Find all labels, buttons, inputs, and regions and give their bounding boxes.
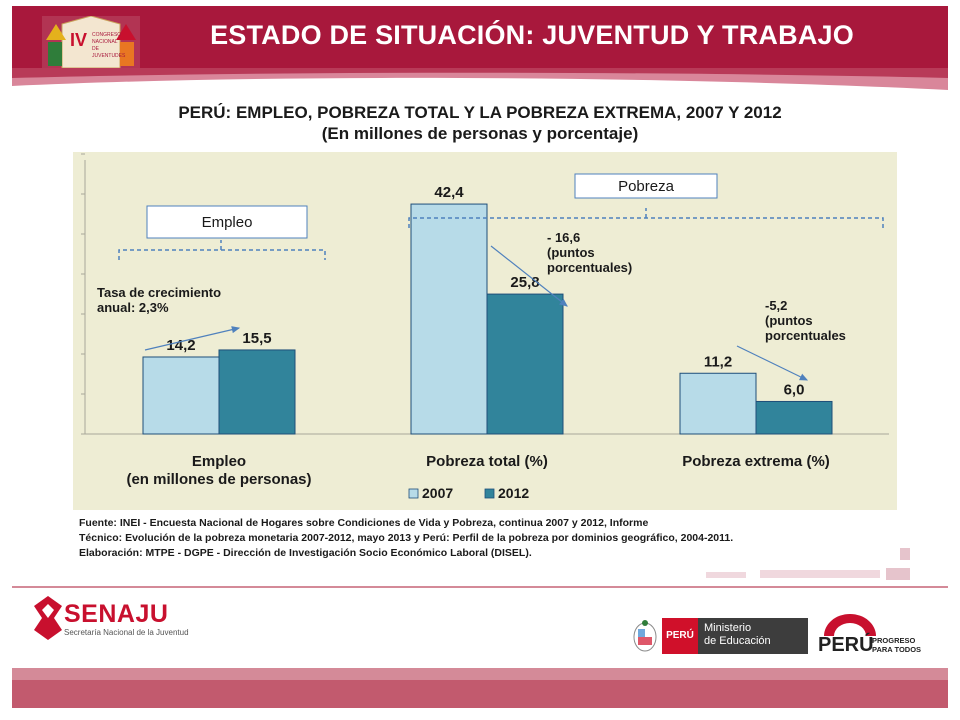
progreso-tagline: PROGRESO PARA TODOS: [872, 636, 921, 654]
source-line: Fuente: INEI - Encuesta Nacional de Hoga…: [79, 517, 649, 529]
chart-title-line: PERÚ: EMPLEO, POBREZA TOTAL Y LA POBREZA…: [178, 103, 782, 122]
legend-label: 2012: [498, 485, 529, 501]
progreso-arc-icon: [824, 614, 876, 636]
data-label: 42,4: [434, 184, 464, 201]
bar-2012-1: [486, 293, 564, 435]
peru-coat-of-arms-icon: [633, 620, 657, 652]
ministry-line: de Educación: [704, 635, 771, 647]
data-label: 14,2: [166, 337, 195, 354]
data-label: 11,2: [704, 353, 732, 370]
header-swoosh: [12, 68, 948, 90]
annotation-text: -5,2: [765, 298, 787, 313]
data-label: 25,8: [510, 274, 539, 291]
progreso-tagline-line: PROGRESO: [872, 636, 916, 645]
progreso-tagline-line: PARA TODOS: [872, 645, 922, 654]
faded-background-text: [700, 542, 920, 586]
bar-2007-0: [142, 356, 220, 435]
annotation-text: (puntos: [765, 313, 813, 328]
data-label: 15,5: [242, 330, 271, 347]
bar-2007-2: [679, 372, 757, 435]
annotation-text: - 16,6: [547, 230, 580, 245]
chart-title: PERÚ: EMPLEO, POBREZA TOTAL Y LA POBREZA…: [80, 102, 880, 144]
annotation-text: (puntos: [547, 245, 595, 260]
progreso-peru-text: PERÚ: [818, 634, 874, 656]
legend-label: 2007: [422, 485, 453, 501]
data-label: 6,0: [784, 381, 805, 398]
group-bracket: [118, 249, 326, 260]
congreso-juventudes-logo: IV CONGRESO NACIONAL DE JUVENTUDES: [42, 15, 140, 72]
senaju-logo: SENAJU Secretaría Nacional de la Juventu…: [34, 596, 224, 644]
bar-2012-0: [218, 349, 296, 435]
bar-2007-1: [410, 203, 488, 435]
senaju-name: SENAJU: [64, 600, 169, 628]
annotation-text: porcentuales: [765, 328, 846, 343]
annotation-text: anual: 2,3%: [97, 300, 169, 315]
bar-2012-2: [755, 400, 833, 435]
peru-progreso-logo: PERÚ PROGRESO PARA TODOS: [816, 612, 936, 658]
annotation-text: Tasa de crecimiento: [97, 285, 221, 300]
ministry-line: Ministerio: [704, 622, 752, 634]
svg-text:IV: IV: [70, 30, 87, 50]
group-empleo-label: Empleo: [202, 214, 253, 231]
chart-panel: 14,2 42,4 11,2 15,5 25,8 6,0 Empleo (en millone…: [73, 152, 897, 510]
category-label: (en millones de personas): [126, 471, 311, 488]
senaju-emblem-icon: [34, 596, 62, 640]
category-label: Pobreza extrema (%): [682, 453, 830, 470]
header-bar: IV CONGRESO NACIONAL DE JUVENTUDES ESTAD…: [12, 6, 948, 72]
logo-line-2: NACIONAL: [92, 39, 118, 45]
trend-arrow: [736, 345, 809, 381]
source-line: Técnico: Evolución de la pobreza monetar…: [79, 532, 734, 544]
annotation-text: porcentuales): [547, 260, 632, 275]
category-label: Pobreza total (%): [426, 453, 548, 470]
trend-arrow: [490, 245, 568, 307]
group-empleo-box: [146, 205, 308, 239]
source-line: Elaboración: MTPE - DGPE - Dirección de …: [79, 547, 532, 559]
group-pobreza-box: [574, 173, 718, 199]
page-title: ESTADO DE SITUACIÓN: JUVENTUD Y TRABAJO: [210, 20, 854, 50]
chart-subtitle-line: (En millones de personas y porcentaje): [321, 124, 639, 143]
ministry-label: Ministerio de Educación: [698, 618, 808, 654]
logo-line-4: JUVENTUDES: [92, 53, 126, 59]
senaju-subtitle: Secretaría Nacional de la Juventud: [64, 628, 189, 637]
peru-label: PERÚ: [662, 618, 698, 654]
logo-line-1: CONGRESO: [92, 32, 121, 38]
legend-swatch-2007: [408, 488, 419, 499]
logo-line-3: DE: [92, 46, 100, 52]
trend-arrow: [144, 326, 241, 351]
ministerio-educacion-logo: PERÚ Ministerio de Educación: [632, 618, 808, 654]
category-label: Empleo: [192, 453, 246, 470]
footer-bottom-bar: [12, 680, 948, 708]
group-pobreza-label: Pobreza: [618, 178, 675, 195]
legend-swatch-2012: [484, 488, 495, 499]
